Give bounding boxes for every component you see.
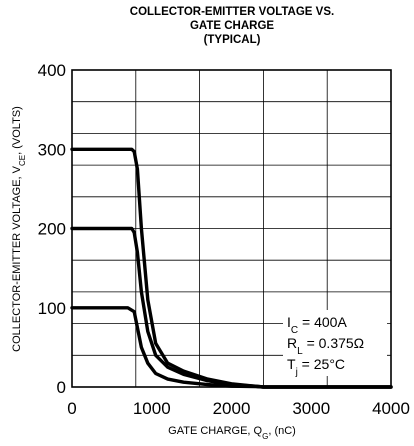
annotation-ic: IC = 400A <box>287 314 347 336</box>
x-tick-label: 2000 <box>213 399 251 418</box>
y-tick-label: 400 <box>38 61 66 80</box>
x-axis-label: GATE CHARGE, QG, (nC) <box>168 425 296 441</box>
y-tick-label: 0 <box>57 378 66 397</box>
plot-frame <box>71 69 392 388</box>
annotation-rl: RL = 0.375Ω <box>287 335 364 357</box>
x-tick-label: 0 <box>67 399 76 418</box>
x-tick-label: 3000 <box>292 399 330 418</box>
annotation-box <box>283 310 387 376</box>
chart-title-line-1: COLLECTOR-EMITTER VOLTAGE VS. <box>130 6 334 18</box>
y-tick-label: 100 <box>38 299 66 318</box>
x-tick-labels: 0 1000 2000 3000 4000 <box>67 399 410 418</box>
x-tick-label: 4000 <box>372 399 410 418</box>
y-tick-labels: 0 100 200 300 400 <box>38 61 66 397</box>
chart-title-line-3: (TYPICAL) <box>204 34 261 46</box>
x-tick-label: 1000 <box>133 399 171 418</box>
annotation-tj: Tj = 25°C <box>287 356 345 378</box>
y-tick-label: 200 <box>38 220 66 239</box>
chart-title-line-2: GATE CHARGE <box>190 20 274 32</box>
y-axis-label: COLLECTOR-EMITTER VOLTAGE, VCE, (VOLTS) <box>11 106 27 352</box>
y-tick-label: 300 <box>38 140 66 159</box>
